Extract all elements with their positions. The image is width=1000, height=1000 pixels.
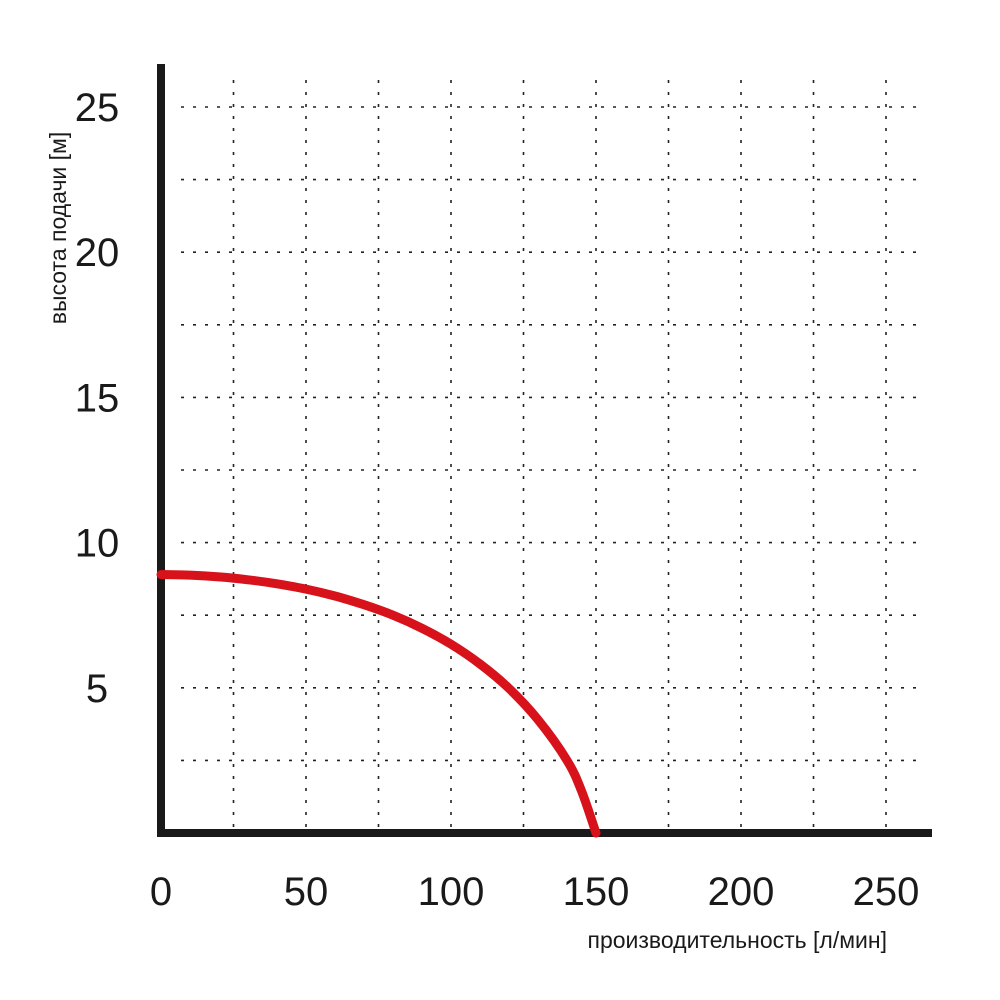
y-tick-labels: 5 10 15 20 25: [75, 86, 120, 711]
series-group: [156, 570, 601, 838]
axes: [157, 64, 932, 837]
y-tick-label: 15: [75, 376, 120, 420]
x-tick-label: 150: [563, 870, 630, 914]
y-tick-label: 10: [75, 522, 120, 566]
y-tick-label: 25: [75, 86, 120, 130]
x-tick-label: 200: [708, 870, 775, 914]
y-tick-label: 5: [86, 667, 108, 711]
x-tick-labels: 0 50 100 150 200 250: [150, 870, 920, 914]
y-axis-title: высота подачи [м]: [45, 132, 71, 325]
grid: [181, 80, 916, 829]
x-tick-label: 50: [284, 870, 329, 914]
pump-curve-line: [156, 570, 601, 838]
x-tick-label: 250: [853, 870, 920, 914]
x-tick-label: 100: [418, 870, 485, 914]
x-axis-title: производительность [л/мин]: [587, 927, 887, 953]
x-tick-label: 0: [150, 870, 172, 914]
y-tick-label: 20: [75, 231, 120, 275]
